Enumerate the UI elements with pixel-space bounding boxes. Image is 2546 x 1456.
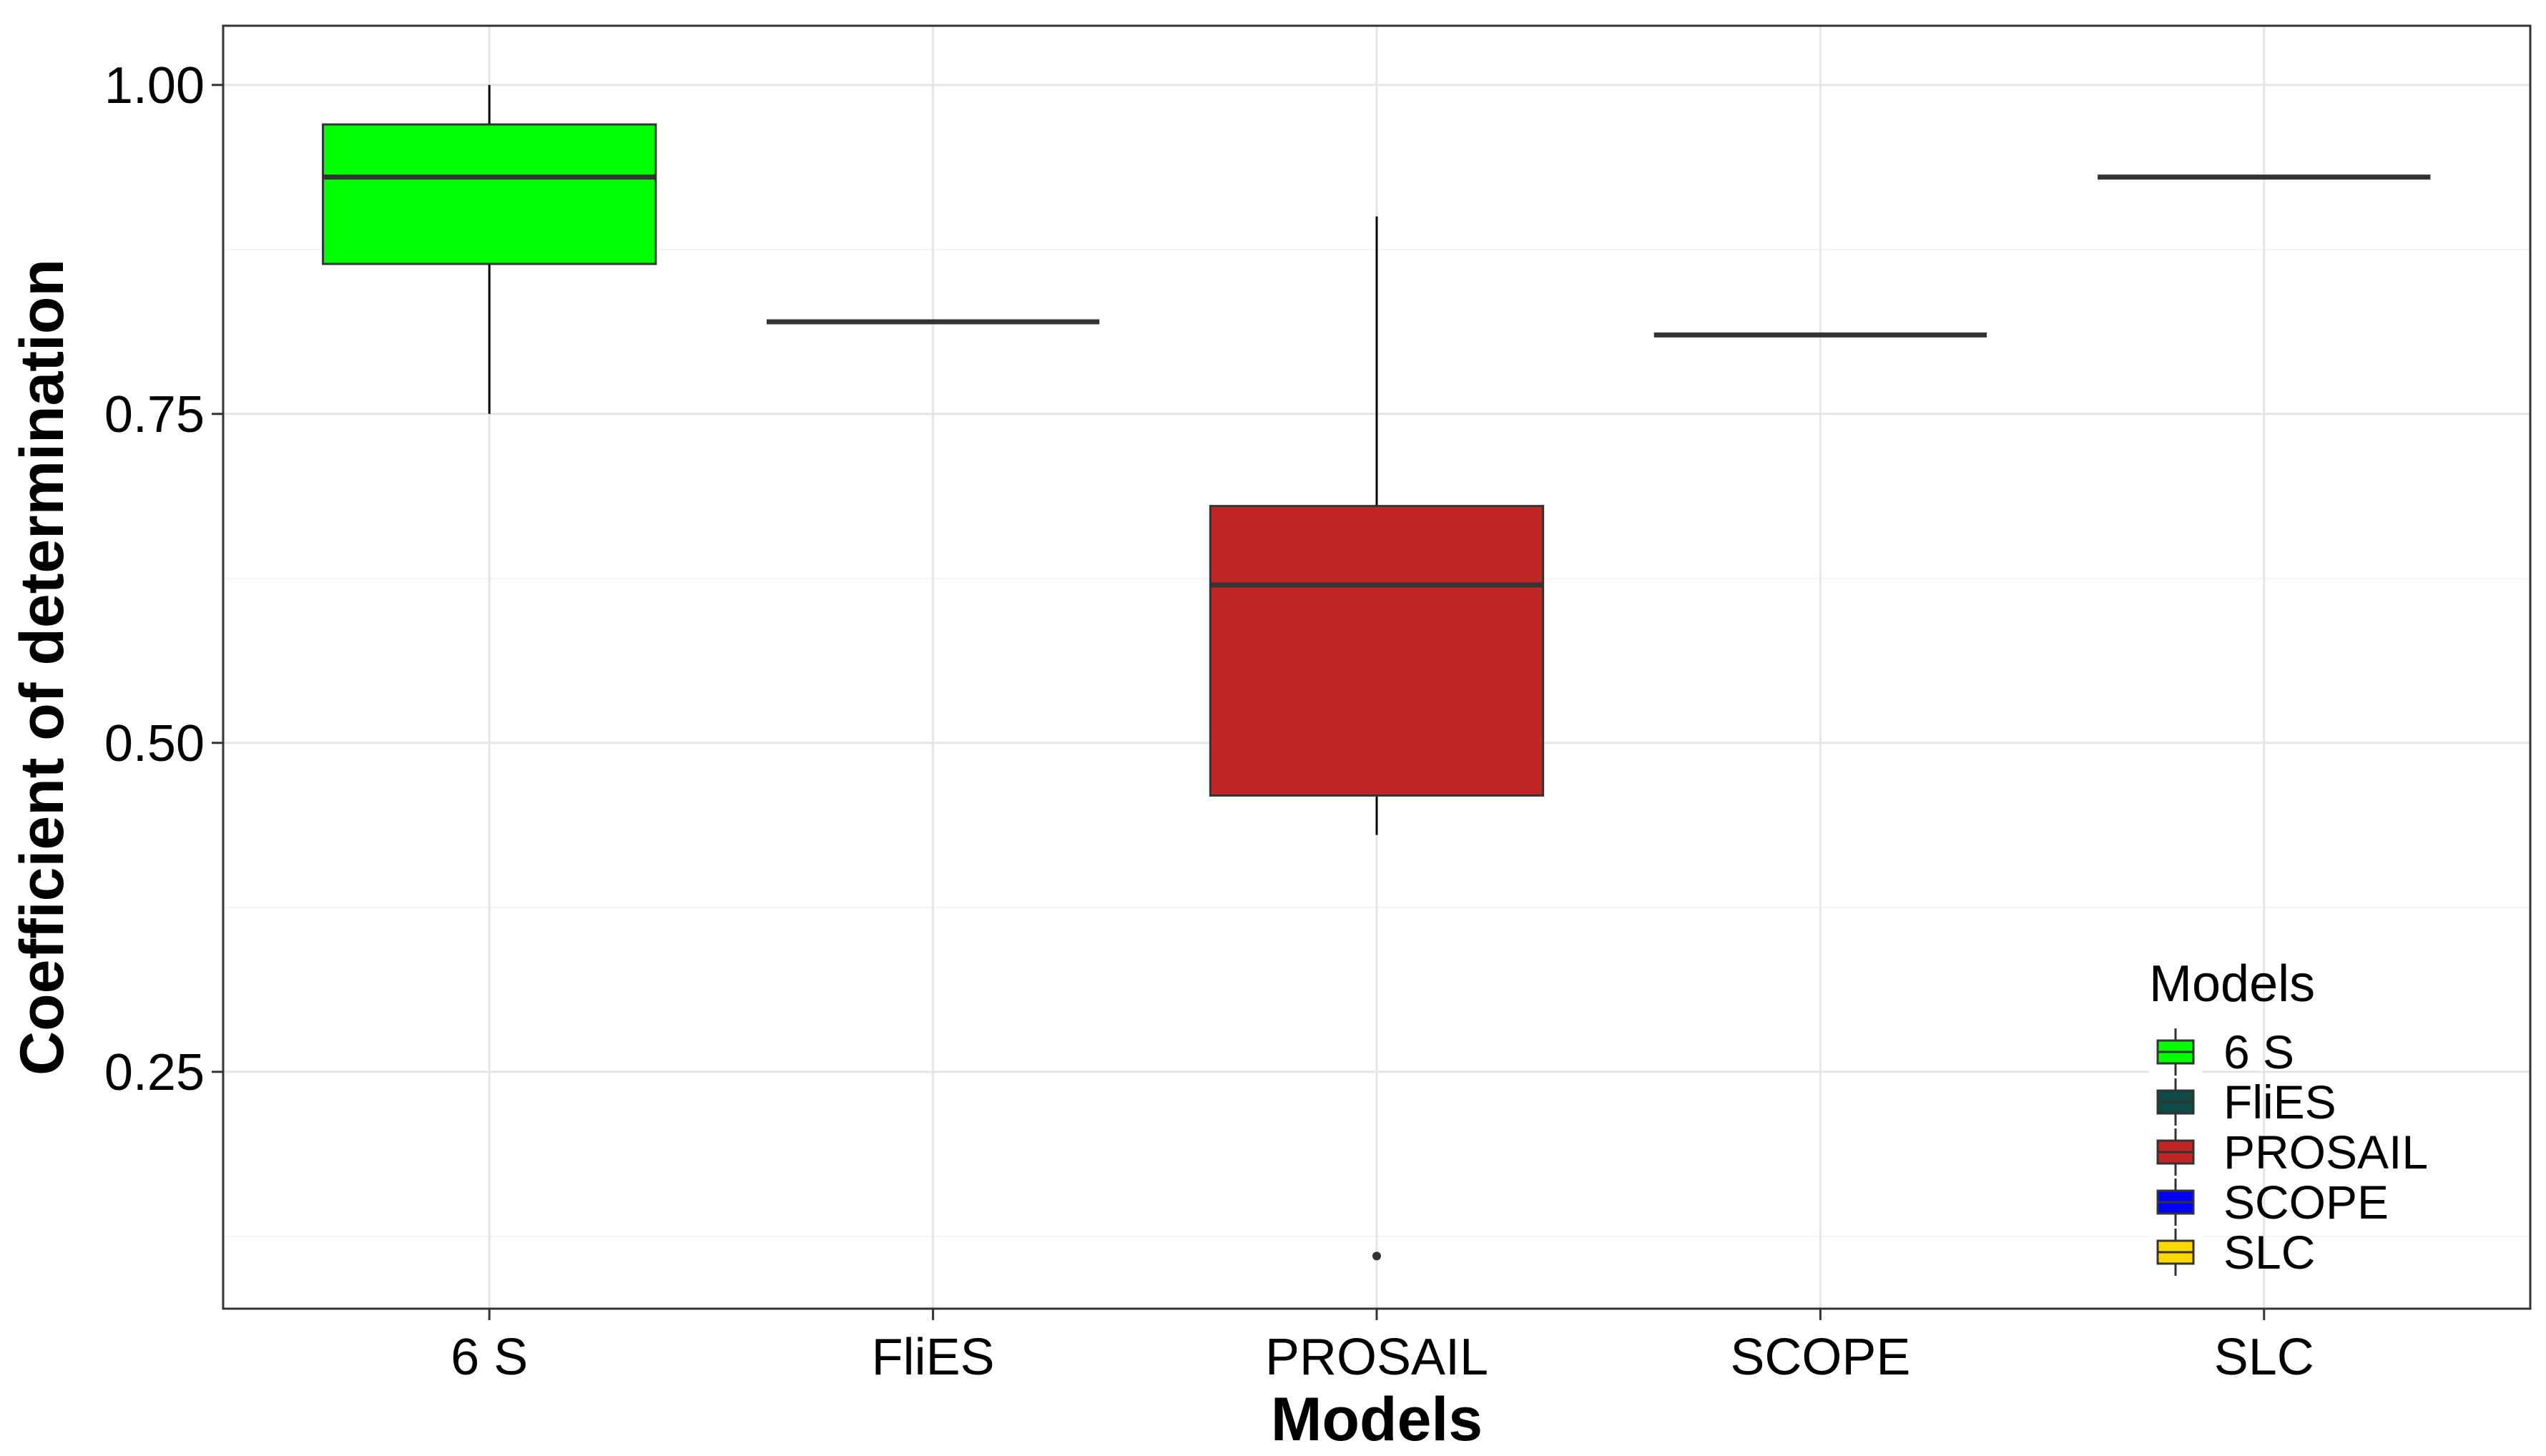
iqr-box: [1209, 505, 1545, 797]
legend-key: [2149, 1227, 2202, 1277]
iqr-box: [322, 123, 657, 265]
legend-label: 6 S: [2223, 1025, 2294, 1078]
x-tick-label: SCOPE: [1730, 1329, 1910, 1386]
x-tick-label: PROSAIL: [1265, 1329, 1488, 1386]
outlier-point: [1372, 1251, 1381, 1261]
legend-key: [2149, 1027, 2202, 1077]
legend-label: SLC: [2223, 1226, 2315, 1279]
legend-label: FliES: [2223, 1076, 2336, 1128]
y-tick-label: 0.25: [104, 1044, 205, 1101]
y-tick-label: 0.50: [104, 715, 205, 772]
legend-label: PROSAIL: [2223, 1126, 2428, 1179]
x-tick-label: FliES: [872, 1329, 995, 1386]
box-group: [322, 84, 2431, 1261]
y-tick-label: 0.75: [104, 386, 205, 443]
legend-key: [2149, 1177, 2202, 1227]
x-tick-label: SLC: [2214, 1329, 2314, 1386]
legend-key: [2149, 1077, 2202, 1127]
legend-label: SCOPE: [2223, 1176, 2389, 1229]
y-tick-label: 1.00: [104, 57, 205, 114]
x-axis-title: Models: [1271, 1385, 1483, 1454]
x-tick-label: 6 S: [451, 1329, 528, 1386]
legend-title: Models: [2149, 955, 2315, 1013]
axes: 0.25 0.50 0.75 1.00 6 S FliES PROSAIL SCOPE SLC: [104, 57, 2314, 1386]
legend-key: [2149, 1127, 2202, 1177]
box-prosail: [1209, 216, 1545, 1261]
y-axis-title: Coefficient of determination: [8, 259, 77, 1076]
box-6-s: [322, 84, 657, 414]
